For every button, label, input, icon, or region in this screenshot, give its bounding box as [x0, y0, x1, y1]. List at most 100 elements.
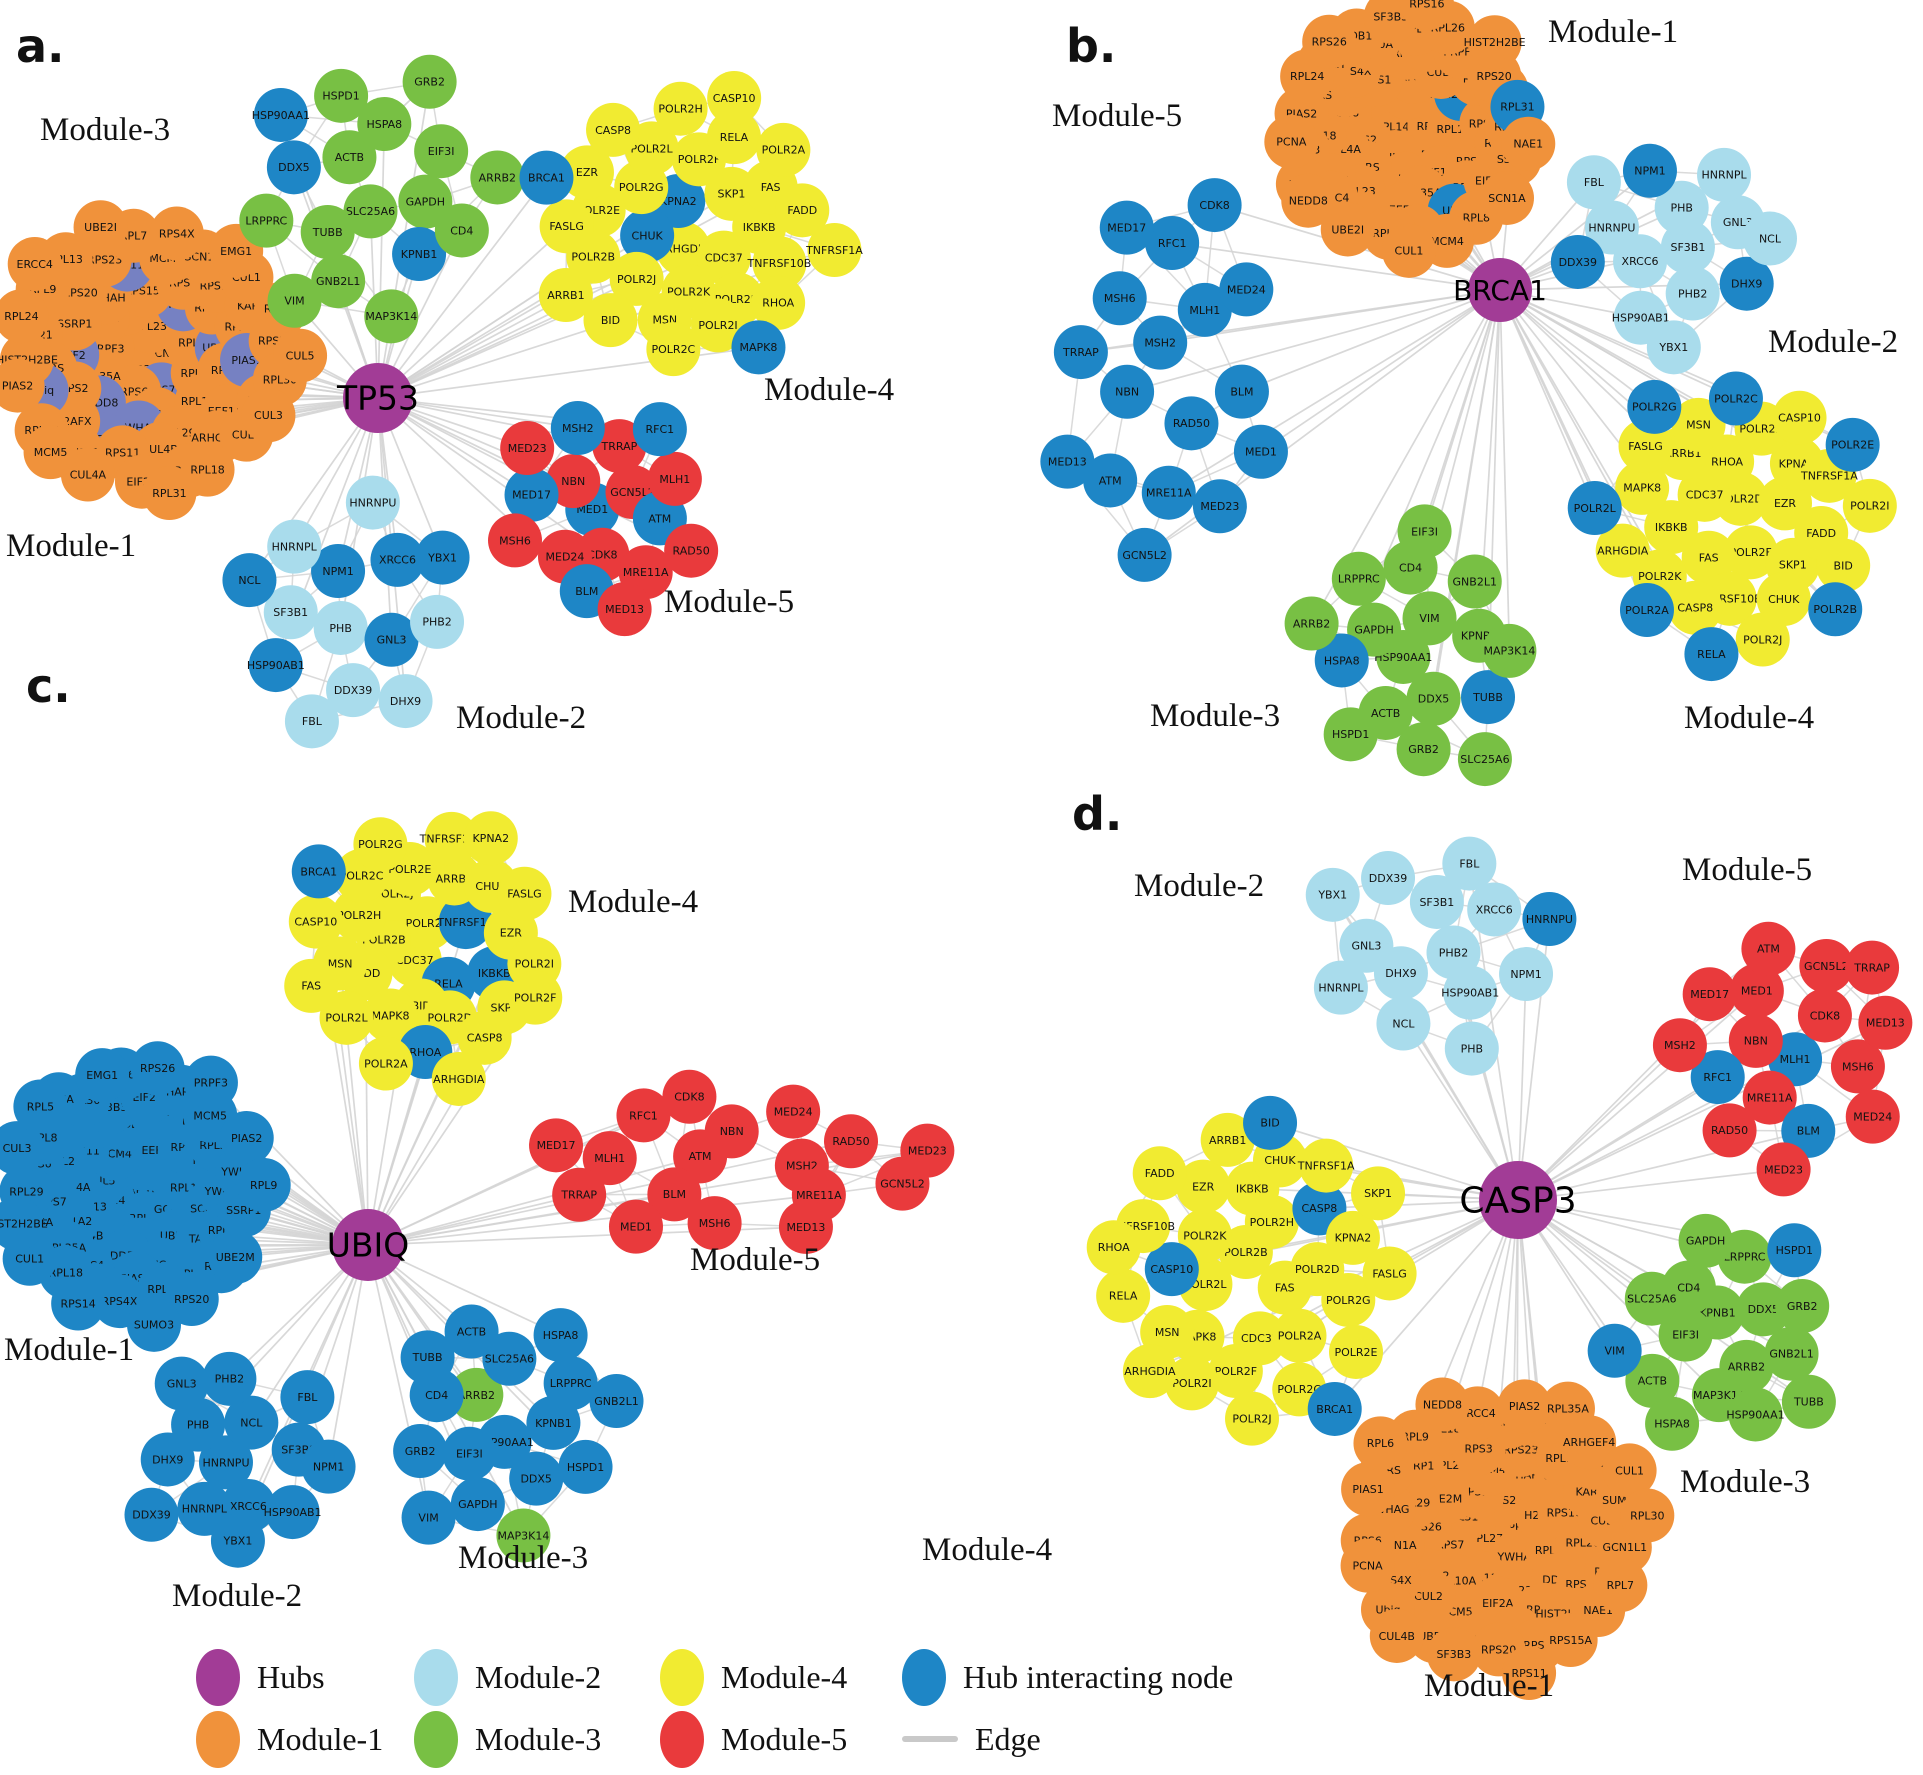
gene-node[interactable] [1467, 15, 1522, 70]
gene-node[interactable] [653, 81, 708, 136]
gene-node[interactable] [756, 122, 811, 177]
gene-node[interactable] [538, 268, 593, 323]
gene-node[interactable] [449, 1367, 504, 1422]
gene-node[interactable] [1741, 921, 1796, 976]
gene-node[interactable] [1099, 200, 1154, 255]
gene-node[interactable] [1341, 1462, 1396, 1517]
gene-node[interactable] [1457, 732, 1512, 787]
gene-node[interactable] [1192, 479, 1247, 534]
gene-node[interactable] [1305, 867, 1360, 922]
gene-node[interactable] [164, 1272, 219, 1327]
gene-node[interactable] [177, 1481, 232, 1536]
gene-node[interactable] [646, 322, 701, 377]
gene-node[interactable] [752, 236, 807, 291]
gene-node[interactable] [1397, 504, 1452, 559]
gene-node[interactable] [1625, 1353, 1680, 1408]
gene-node[interactable] [1645, 1396, 1700, 1451]
gene-node[interactable] [1830, 1039, 1885, 1094]
gene-node[interactable] [424, 811, 479, 866]
gene-node[interactable] [1225, 1391, 1280, 1446]
gene-node[interactable] [1668, 580, 1723, 635]
gene-node[interactable] [332, 888, 387, 943]
gene-node[interactable] [519, 150, 574, 205]
gene-node[interactable] [442, 1426, 497, 1481]
gene-node[interactable] [1144, 1242, 1199, 1297]
gene-node[interactable] [0, 1121, 45, 1176]
gene-node[interactable] [488, 513, 543, 568]
gene-node[interactable] [314, 68, 369, 123]
gene-node[interactable] [202, 1351, 257, 1406]
gene-node[interactable] [1272, 1308, 1327, 1363]
gene-node[interactable] [1845, 1089, 1900, 1144]
gene-node[interactable] [284, 958, 339, 1013]
gene-node[interactable] [597, 582, 652, 637]
gene-node[interactable] [1331, 551, 1386, 606]
gene-node[interactable] [7, 237, 62, 292]
gene-node[interactable] [1678, 1213, 1733, 1268]
gene-node[interactable] [1622, 143, 1677, 198]
gene-node[interactable] [823, 1114, 878, 1169]
gene-node[interactable] [1497, 1379, 1552, 1434]
gene-node[interactable] [267, 273, 322, 328]
gene-node[interactable] [1671, 397, 1726, 452]
gene-node[interactable] [401, 1490, 456, 1545]
gene-node[interactable] [1461, 670, 1516, 725]
gene-node[interactable] [1482, 623, 1537, 678]
gene-node[interactable] [1522, 892, 1577, 947]
gene-node[interactable] [463, 811, 518, 866]
gene-node[interactable] [900, 1123, 955, 1178]
gene-node[interactable] [1723, 525, 1778, 580]
gene-node[interactable] [1321, 1272, 1376, 1327]
gene-node[interactable] [1176, 1159, 1231, 1214]
gene-node[interactable] [589, 1374, 644, 1429]
gene-node[interactable] [378, 674, 433, 729]
hub-node[interactable] [343, 363, 413, 433]
gene-node[interactable] [313, 600, 368, 655]
gene-node[interactable] [497, 866, 552, 921]
gene-node[interactable] [1502, 1646, 1557, 1701]
gene-node[interactable] [1323, 707, 1378, 762]
gene-node[interactable] [1164, 1356, 1219, 1411]
gene-node[interactable] [248, 638, 303, 693]
gene-node[interactable] [1697, 147, 1752, 202]
gene-node[interactable] [398, 174, 453, 229]
gene-node[interactable] [1682, 967, 1737, 1022]
gene-node[interactable] [1479, 170, 1534, 225]
gene-node[interactable] [1665, 266, 1720, 321]
gene-node[interactable] [1086, 1220, 1141, 1275]
gene-node[interactable] [664, 523, 719, 578]
gene-node[interactable] [13, 1079, 68, 1134]
gene-node[interactable] [1187, 178, 1242, 233]
gene-node[interactable] [778, 1199, 833, 1254]
gene-node[interactable] [1396, 722, 1451, 777]
gene-node[interactable] [1284, 596, 1339, 651]
gene-node[interactable] [586, 102, 641, 157]
gene-node[interactable] [1053, 325, 1108, 380]
gene-node[interactable] [1402, 591, 1457, 646]
gene-node[interactable] [267, 519, 322, 574]
gene-node[interactable] [696, 230, 751, 285]
hub-node[interactable] [1479, 1161, 1557, 1239]
gene-node[interactable] [140, 1432, 195, 1487]
gene-node[interactable] [1339, 918, 1394, 973]
gene-node[interactable] [198, 1435, 253, 1490]
gene-node[interactable] [552, 1167, 607, 1222]
gene-node[interactable] [616, 1088, 671, 1143]
gene-node[interactable] [357, 97, 412, 152]
gene-node[interactable] [1415, 1377, 1470, 1432]
gene-node[interactable] [1728, 1387, 1783, 1442]
gene-node[interactable] [265, 1485, 320, 1540]
gene-node[interactable] [1799, 938, 1854, 993]
gene-node[interactable] [1164, 396, 1219, 451]
gene-node[interactable] [1797, 988, 1852, 1043]
gene-node[interactable] [608, 1199, 663, 1254]
gene-node[interactable] [707, 71, 762, 126]
gene-node[interactable] [126, 1297, 181, 1352]
gene-node[interactable] [1627, 379, 1682, 434]
gene-node[interactable] [533, 1308, 588, 1363]
gene-node[interactable] [647, 451, 702, 506]
gene-node[interactable] [1690, 1050, 1745, 1105]
gene-node[interactable] [559, 145, 614, 200]
gene-node[interactable] [322, 130, 377, 185]
gene-node[interactable] [1444, 1021, 1499, 1076]
